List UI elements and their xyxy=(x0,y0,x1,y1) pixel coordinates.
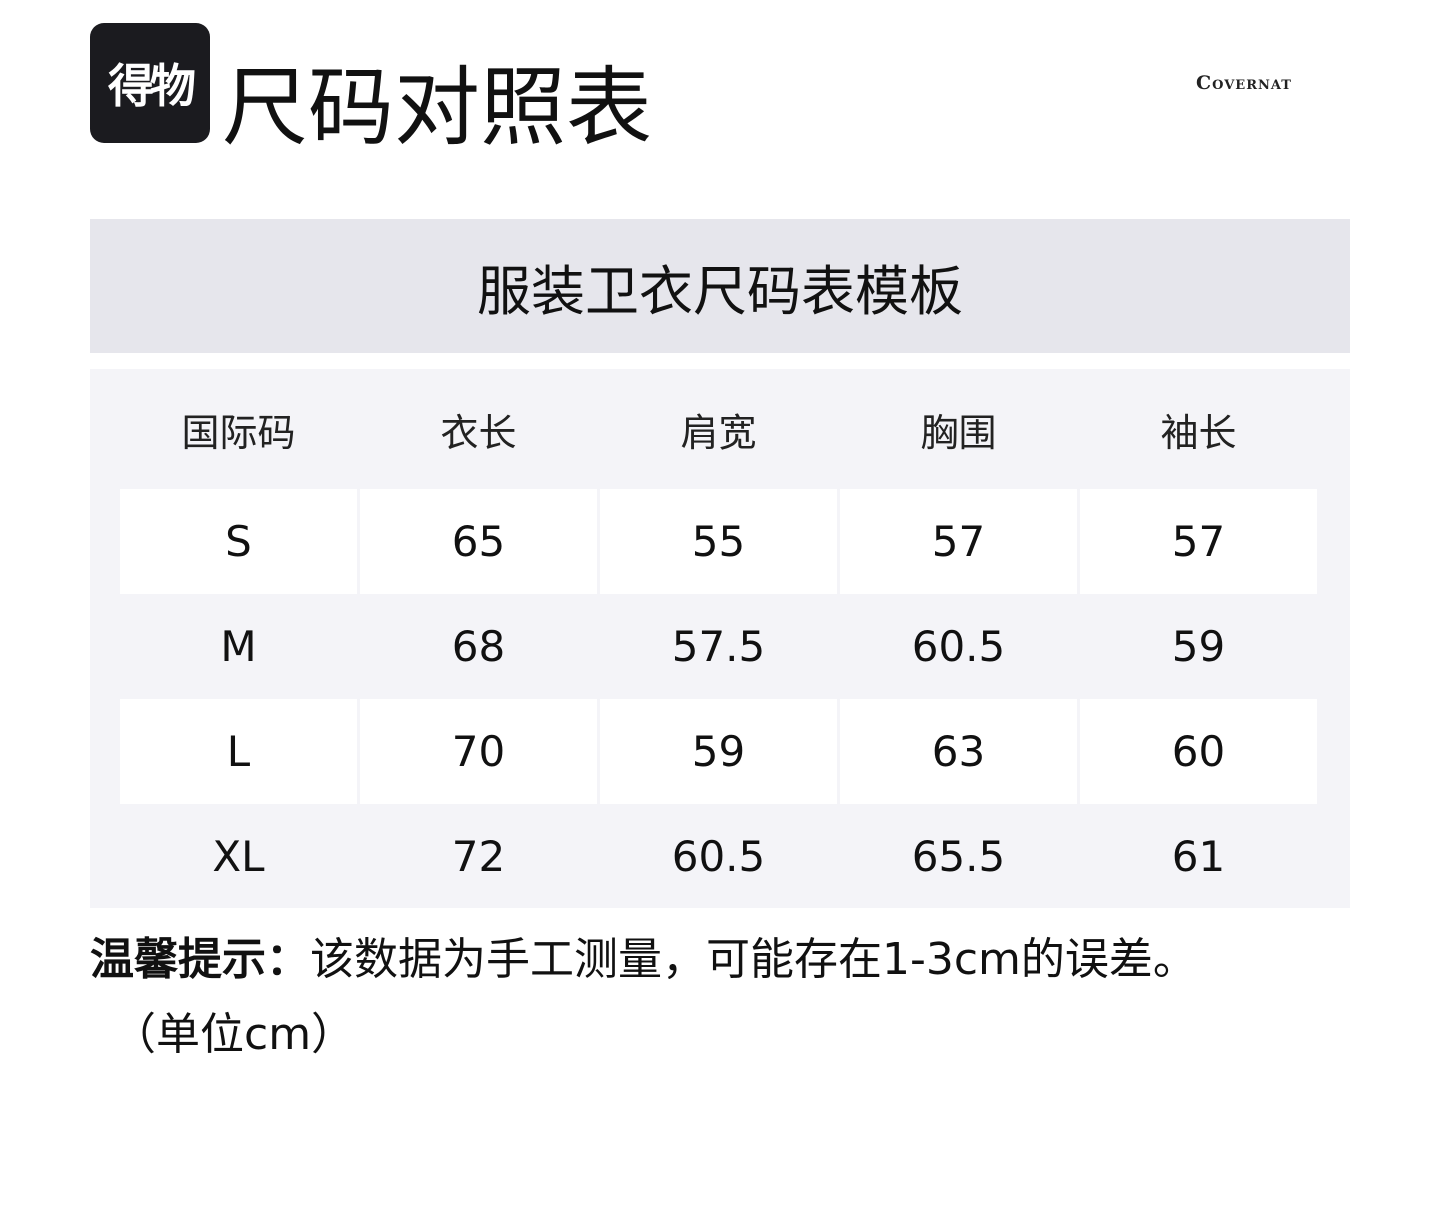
table-cell: 65 xyxy=(360,489,597,594)
table-row: M 68 57.5 60.5 59 xyxy=(120,594,1320,699)
table-cell: L xyxy=(120,699,357,804)
table-cell: 60 xyxy=(1080,699,1317,804)
page-title: 尺码对照表 xyxy=(222,58,652,158)
table-header-row: 国际码 衣长 肩宽 胸围 袖长 xyxy=(120,369,1320,489)
unit-note: （单位cm） xyxy=(112,1009,356,1060)
dewu-logo: 得物 xyxy=(90,23,210,143)
table-cell: 55 xyxy=(600,489,837,594)
size-table: 国际码 衣长 肩宽 胸围 袖长 S 65 55 57 57 M 68 57.5 … xyxy=(90,369,1350,908)
table-cell: 57 xyxy=(840,489,1077,594)
table-cell: 61 xyxy=(1171,832,1226,881)
table-cell: 59 xyxy=(600,699,837,804)
table-cell: 57.5 xyxy=(671,622,766,671)
table-row: XL 72 60.5 65.5 61 xyxy=(120,804,1320,909)
table-row: S 65 55 57 57 xyxy=(120,489,1320,594)
table-cell: 72 xyxy=(451,832,506,881)
brand-logo: Covernat xyxy=(1196,72,1292,94)
table-cell: 59 xyxy=(1171,622,1226,671)
tip-label: 温馨提示： xyxy=(90,934,310,985)
table-cell: XL xyxy=(212,832,265,881)
table-cell: M xyxy=(220,622,257,671)
table-cell: 60.5 xyxy=(671,832,766,881)
header-cell: 肩宽 xyxy=(680,410,757,455)
table-title: 服装卫衣尺码表模板 xyxy=(90,219,1350,353)
table-cell: S xyxy=(120,489,357,594)
tip-text: 该数据为手工测量，可能存在1-3cm的误差。 xyxy=(310,934,1197,985)
table-cell: 70 xyxy=(360,699,597,804)
header-cell: 袖长 xyxy=(1160,410,1237,455)
table-cell: 65.5 xyxy=(911,832,1006,881)
header-cell: 胸围 xyxy=(920,410,997,455)
table-cell: 57 xyxy=(1080,489,1317,594)
tip-note: 温馨提示：该数据为手工测量，可能存在1-3cm的误差。 xyxy=(90,930,1197,990)
header-cell: 国际码 xyxy=(181,410,296,455)
header-cell: 衣长 xyxy=(440,410,517,455)
table-cell: 63 xyxy=(840,699,1077,804)
table-cell: 68 xyxy=(451,622,506,671)
table-cell: 60.5 xyxy=(911,622,1006,671)
table-row: L 70 59 63 60 xyxy=(120,699,1320,804)
